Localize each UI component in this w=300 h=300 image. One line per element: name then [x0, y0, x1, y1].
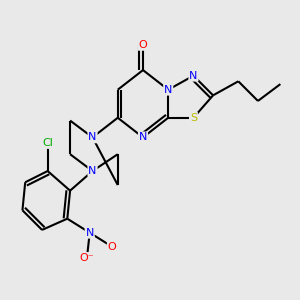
Text: S: S [190, 113, 197, 123]
Text: O⁻: O⁻ [80, 253, 94, 263]
Text: N: N [88, 166, 97, 176]
Text: N: N [189, 71, 198, 81]
Text: N: N [85, 228, 94, 238]
Text: N: N [88, 132, 97, 142]
Text: N: N [164, 85, 172, 95]
Text: Cl: Cl [42, 138, 53, 148]
Text: O: O [108, 242, 116, 252]
Text: O: O [139, 40, 147, 50]
Text: N: N [139, 132, 147, 142]
